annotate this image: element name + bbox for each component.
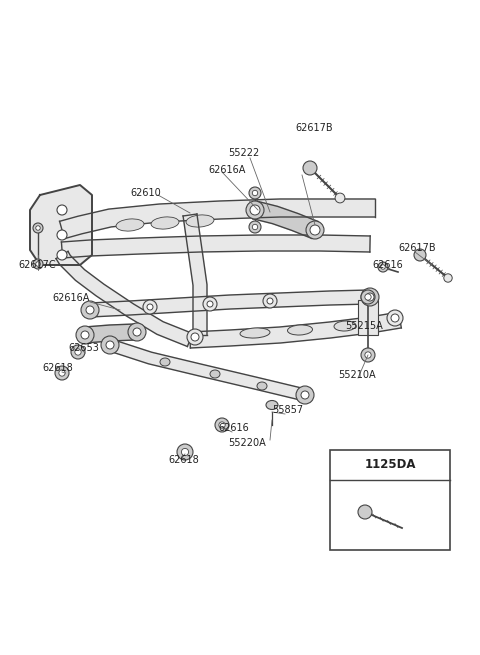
Polygon shape: [30, 185, 92, 265]
Text: 55220A: 55220A: [228, 438, 266, 448]
Circle shape: [414, 249, 426, 261]
Circle shape: [252, 224, 258, 230]
Circle shape: [361, 348, 375, 362]
Circle shape: [181, 449, 189, 456]
Ellipse shape: [240, 328, 270, 338]
Circle shape: [33, 259, 43, 269]
Polygon shape: [190, 312, 401, 348]
Circle shape: [365, 294, 371, 300]
Circle shape: [36, 226, 40, 231]
Bar: [358, 300, 378, 335]
Text: 55210A: 55210A: [338, 370, 376, 380]
Text: 62617B: 62617B: [295, 123, 333, 133]
Circle shape: [263, 294, 277, 308]
Circle shape: [361, 290, 375, 304]
Circle shape: [106, 341, 114, 349]
Circle shape: [59, 370, 65, 376]
Bar: [330, 450, 450, 550]
Circle shape: [203, 297, 217, 311]
Circle shape: [296, 386, 314, 404]
Ellipse shape: [160, 358, 170, 366]
Circle shape: [187, 329, 203, 345]
Text: 62616A: 62616A: [208, 165, 245, 175]
Text: 62616: 62616: [218, 423, 249, 433]
Circle shape: [128, 323, 146, 341]
Polygon shape: [183, 214, 207, 335]
Circle shape: [57, 250, 67, 260]
Circle shape: [381, 265, 385, 269]
Text: 62610: 62610: [130, 188, 161, 198]
Polygon shape: [84, 324, 135, 343]
Circle shape: [191, 333, 199, 341]
Circle shape: [57, 230, 67, 240]
Text: 62617C: 62617C: [18, 260, 56, 270]
Text: 62616: 62616: [372, 260, 403, 270]
Circle shape: [301, 391, 309, 399]
Circle shape: [207, 301, 213, 307]
Circle shape: [252, 191, 258, 196]
Polygon shape: [253, 201, 318, 238]
Circle shape: [86, 306, 94, 314]
Circle shape: [444, 274, 452, 282]
Circle shape: [133, 328, 141, 336]
Circle shape: [55, 366, 69, 380]
Ellipse shape: [266, 400, 278, 409]
Polygon shape: [56, 252, 192, 346]
Ellipse shape: [257, 382, 267, 390]
Text: 62618: 62618: [42, 363, 73, 373]
Circle shape: [71, 345, 85, 359]
Circle shape: [358, 505, 372, 519]
Text: 62617B: 62617B: [398, 243, 436, 253]
Circle shape: [33, 223, 43, 233]
Circle shape: [81, 331, 89, 339]
Ellipse shape: [151, 217, 179, 229]
Ellipse shape: [186, 215, 214, 227]
Circle shape: [361, 288, 379, 306]
Polygon shape: [108, 339, 306, 401]
Polygon shape: [60, 199, 375, 238]
Circle shape: [219, 422, 225, 428]
Circle shape: [306, 221, 324, 239]
Circle shape: [246, 201, 264, 219]
Circle shape: [303, 161, 317, 175]
Text: 62616A: 62616A: [52, 293, 89, 303]
Ellipse shape: [334, 321, 356, 331]
Ellipse shape: [210, 370, 220, 378]
Ellipse shape: [116, 219, 144, 231]
Circle shape: [177, 444, 193, 460]
Text: 62618: 62618: [168, 455, 199, 465]
Text: 1125DA: 1125DA: [364, 458, 416, 472]
Circle shape: [215, 418, 229, 432]
Circle shape: [249, 187, 261, 199]
Polygon shape: [90, 290, 370, 317]
Text: 62653: 62653: [68, 343, 99, 353]
Circle shape: [267, 298, 273, 304]
Ellipse shape: [288, 325, 312, 335]
Circle shape: [76, 326, 94, 344]
Circle shape: [378, 262, 388, 272]
Text: 55222: 55222: [228, 148, 259, 158]
Circle shape: [366, 293, 374, 301]
Circle shape: [81, 301, 99, 319]
Text: 55215A: 55215A: [345, 321, 383, 331]
Circle shape: [365, 352, 371, 358]
Circle shape: [387, 310, 403, 326]
Circle shape: [143, 300, 157, 314]
Polygon shape: [61, 235, 370, 258]
Circle shape: [310, 225, 320, 235]
Circle shape: [250, 205, 260, 215]
Circle shape: [75, 349, 81, 355]
Circle shape: [101, 336, 119, 354]
Text: 55857: 55857: [272, 405, 303, 415]
Circle shape: [391, 314, 399, 322]
Circle shape: [249, 221, 261, 233]
Circle shape: [147, 304, 153, 310]
Circle shape: [57, 205, 67, 215]
Circle shape: [335, 193, 345, 203]
Circle shape: [36, 262, 40, 266]
